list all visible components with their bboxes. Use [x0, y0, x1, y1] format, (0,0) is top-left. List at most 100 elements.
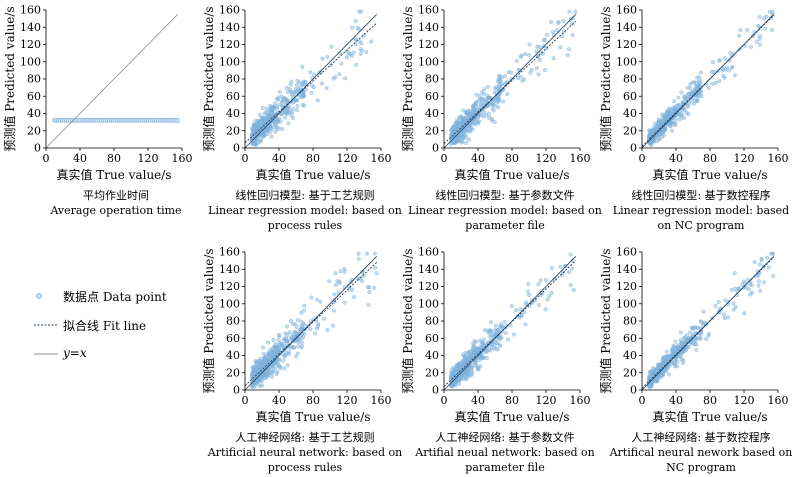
data-point [255, 119, 260, 124]
x-tick-label: 40 [73, 152, 87, 165]
data-point [756, 279, 761, 284]
y-tick-label: 40 [226, 349, 240, 362]
data-point [537, 44, 542, 50]
data-point [276, 338, 281, 343]
x-tick-label: 40 [669, 152, 683, 165]
data-point [536, 282, 541, 287]
y-tick-label: 160 [616, 246, 637, 259]
y-tick-label: 100 [616, 55, 637, 68]
y-tick-label: 120 [418, 38, 439, 51]
data-point [527, 42, 532, 47]
data-point [759, 256, 764, 261]
data-point [756, 24, 761, 29]
data-point [272, 119, 277, 124]
data-point [275, 105, 280, 111]
data-point [333, 282, 338, 288]
data-point [319, 81, 325, 86]
data-point [551, 56, 556, 61]
data-point [649, 140, 654, 145]
data-point [356, 251, 361, 256]
data-point [369, 39, 374, 44]
y-tick-label: 100 [219, 55, 240, 68]
data-point [457, 362, 463, 367]
data-point [487, 347, 492, 352]
data-point [294, 354, 299, 359]
x-tick-label: 0 [441, 394, 448, 407]
data-point [268, 107, 273, 112]
data-point [329, 44, 334, 49]
data-point [498, 344, 503, 349]
data-point [302, 303, 307, 308]
data-point [275, 369, 280, 375]
data-point [460, 133, 465, 138]
data-point [372, 251, 377, 256]
y-axis-label: 预测值 Predicted value/s [2, 6, 17, 151]
x-tick-label: 0 [639, 394, 646, 407]
data-point [766, 265, 771, 270]
y-tick-label: 0 [432, 384, 439, 397]
data-point [359, 48, 365, 53]
data-point [687, 330, 693, 335]
data-point [474, 92, 479, 97]
data-point [299, 340, 304, 345]
y-tick-label: 40 [425, 349, 439, 362]
data-point [461, 372, 466, 377]
data-point [482, 110, 487, 115]
data-point [697, 75, 702, 80]
data-point [349, 53, 355, 58]
data-point [288, 318, 293, 323]
data-point [300, 64, 305, 69]
legend-label-data-point: 数据点 Data point [63, 290, 167, 304]
y-tick-label: 160 [418, 246, 439, 259]
data-point [505, 337, 511, 342]
data-point [496, 96, 501, 101]
data-point [312, 331, 318, 336]
data-point [694, 347, 699, 352]
data-point [684, 333, 689, 338]
data-point [287, 105, 292, 110]
data-point [309, 83, 314, 88]
y-tick-label: 140 [20, 21, 41, 34]
data-point [537, 57, 542, 63]
data-point [558, 45, 563, 50]
data-point [683, 94, 688, 99]
y-tick-label: 100 [418, 297, 439, 310]
data-point [255, 362, 260, 367]
y-tick-label: 20 [226, 124, 240, 137]
legend-item-data-point: 数据点 Data point [28, 286, 198, 306]
caption-3-en-1: Linear regression model: based [612, 204, 790, 217]
data-point [720, 68, 725, 73]
data-point [694, 325, 699, 330]
data-point [337, 280, 342, 286]
x-tick-label: 160 [768, 152, 789, 165]
data-point [554, 28, 559, 33]
y-tick-label: 120 [616, 280, 637, 293]
caption-5-zh: 人工神经网络: 基于参数文件 [435, 431, 575, 444]
data-point [748, 282, 753, 287]
data-points [249, 9, 374, 147]
data-point [742, 311, 747, 316]
x-tick-label: 0 [639, 152, 646, 165]
data-point [698, 70, 704, 75]
data-point [738, 28, 743, 33]
data-point [325, 54, 330, 59]
data-point [357, 9, 362, 14]
caption-4: 人工神经网络: 基于工艺规则 Artificial neural network… [205, 430, 405, 475]
data-point [518, 307, 523, 312]
identity-line [641, 14, 775, 149]
data-point [364, 49, 369, 55]
data-point [353, 37, 359, 42]
y-tick-label: 100 [20, 55, 41, 68]
x-tick-label: 120 [734, 152, 755, 165]
data-point [722, 75, 727, 80]
data-point [250, 142, 255, 147]
data-point [256, 129, 261, 134]
data-point [351, 50, 356, 55]
data-point [563, 264, 568, 269]
data-point [655, 378, 660, 383]
y-tick-label: 40 [27, 107, 41, 120]
caption-0: 平均作业时间 Average operation time [46, 188, 186, 218]
caption-4-en-2: process rules [267, 461, 343, 474]
caption-2: 线性回归模型: 基于参数文件 Linear regression model: … [405, 188, 605, 233]
